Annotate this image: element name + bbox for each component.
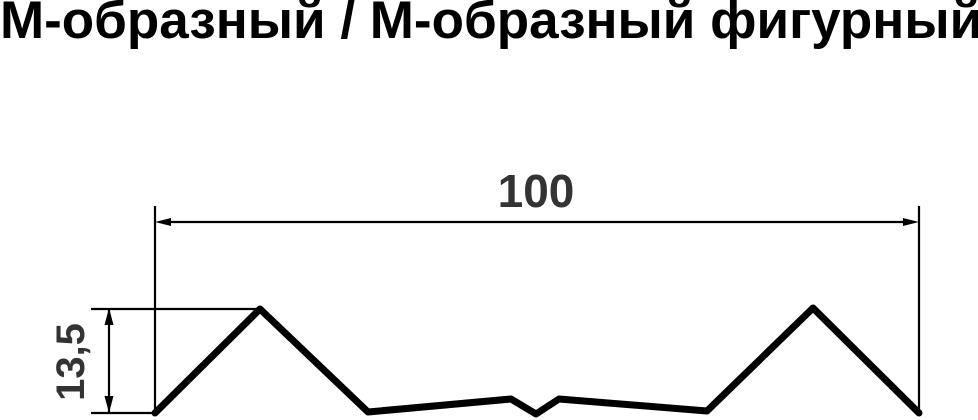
svg-text:13,5: 13,5	[49, 323, 93, 401]
svg-text:100: 100	[498, 165, 575, 217]
